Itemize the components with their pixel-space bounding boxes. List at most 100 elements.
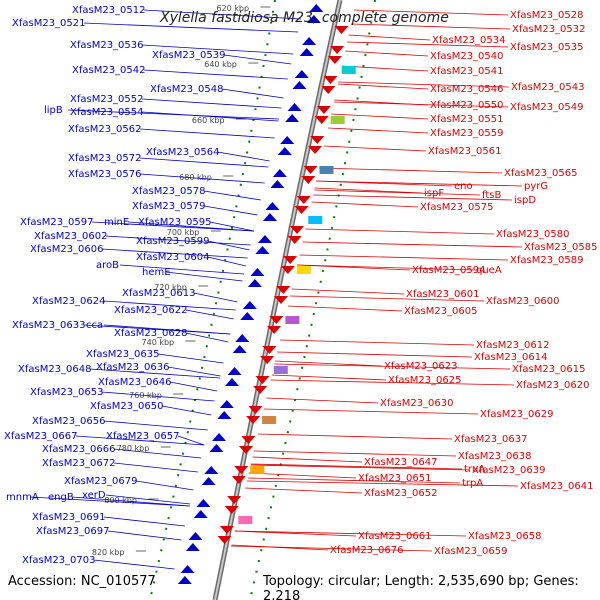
reverse-gene-label[interactable]: XfasM23_0532: [512, 24, 586, 35]
forward-gene-label[interactable]: XfasM23_0562: [68, 124, 142, 135]
reverse-gene-label[interactable]: XfasM23_0625: [388, 375, 462, 386]
reverse-gene-label[interactable]: XfasM23_0641: [520, 481, 594, 492]
forward-gene-label[interactable]: XfasM23_0542: [72, 65, 146, 76]
forward-gene-label[interactable]: cca: [86, 320, 103, 331]
reverse-gene-label[interactable]: XfasM23_0637: [454, 434, 528, 445]
reverse-gene-label[interactable]: XfasM23_0559: [430, 128, 504, 139]
reverse-gene-label[interactable]: XfasM23_0615: [512, 364, 586, 375]
forward-gene-label[interactable]: XfasM23_0576: [68, 169, 142, 180]
reverse-gene-label[interactable]: XfasM23_0676: [330, 545, 404, 556]
forward-gene-label[interactable]: XfasM23_0548: [150, 84, 224, 95]
reverse-gene-label[interactable]: XfasM23_0639: [472, 465, 546, 476]
forward-gene-label[interactable]: XfasM23_0648: [18, 364, 92, 375]
reverse-gene-label[interactable]: XfasM23_0638: [458, 451, 532, 462]
forward-gene-label[interactable]: XfasM23_0599: [136, 236, 210, 247]
forward-gene-label[interactable]: aroB: [96, 260, 119, 271]
reverse-gene-label[interactable]: pyrG: [524, 181, 548, 192]
forward-gene-label[interactable]: XfasM23_0703: [22, 555, 96, 566]
forward-gene-label[interactable]: XfasM23_0667: [4, 431, 78, 442]
forward-gene-label[interactable]: XfasM23_0666: [42, 444, 116, 455]
reverse-gene-label[interactable]: XfasM23_0600: [486, 296, 560, 307]
forward-gene-label[interactable]: minE: [104, 217, 129, 228]
reverse-gene-label[interactable]: XfasM23_0551: [430, 114, 504, 125]
reverse-gene-block: [250, 466, 265, 474]
reverse-gene-label[interactable]: XfasM23_0541: [430, 66, 504, 77]
forward-gene-label[interactable]: XfasM23_0604: [136, 252, 210, 263]
forward-gene-label[interactable]: XfasM23_0624: [32, 296, 106, 307]
reverse-gene-label[interactable]: XfasM23_0661: [358, 531, 432, 542]
forward-gene-label[interactable]: XfasM23_0646: [98, 377, 172, 388]
reverse-gene-label[interactable]: XfasM23_0550: [430, 100, 504, 111]
reverse-gene-label[interactable]: XfasM23_0630: [380, 398, 454, 409]
reverse-gene-label[interactable]: ispD: [514, 195, 536, 206]
reverse-gene-label[interactable]: XfasM23_0589: [510, 255, 584, 266]
forward-gene-label[interactable]: mnmA: [6, 492, 39, 503]
forward-gene-label[interactable]: XfasM23_0572: [68, 153, 142, 164]
forward-gene-label[interactable]: hemE: [142, 267, 171, 278]
forward-gene-label[interactable]: XfasM23_0635: [86, 349, 160, 360]
reverse-gene-label[interactable]: XfasM23_0540: [430, 51, 504, 62]
reverse-gene-block: [238, 516, 253, 524]
reverse-gene-label[interactable]: XfasM23_0594: [412, 265, 486, 276]
forward-gene-label[interactable]: XfasM23_0613: [122, 288, 196, 299]
reverse-gene-label[interactable]: XfasM23_0614: [474, 352, 548, 363]
reverse-gene-label[interactable]: XfasM23_0612: [476, 340, 550, 351]
reverse-gene-leader: [250, 463, 463, 470]
forward-gene-label[interactable]: XfasM23_0653: [30, 387, 104, 398]
forward-gene-label[interactable]: XfasM23_0521: [12, 18, 86, 29]
forward-gene-label[interactable]: engB: [48, 492, 74, 503]
forward-gene-label[interactable]: XfasM23_0691: [32, 512, 106, 523]
forward-gene-label[interactable]: XfasM23_0579: [132, 201, 206, 212]
reverse-gene-label[interactable]: XfasM23_0647: [364, 457, 438, 468]
reverse-gene-label[interactable]: eno: [454, 181, 473, 192]
forward-gene-label[interactable]: XfasM23_0633: [12, 320, 86, 331]
forward-gene-label[interactable]: XfasM23_0602: [34, 231, 108, 242]
reverse-gene-label[interactable]: XfasM23_0620: [516, 380, 590, 391]
reverse-gene-label[interactable]: XfasM23_0651: [358, 473, 432, 484]
reverse-gene-label[interactable]: XfasM23_0565: [504, 168, 578, 179]
reverse-gene-label[interactable]: XfasM23_0580: [496, 229, 570, 240]
reverse-gene-label[interactable]: XfasM23_0605: [404, 306, 478, 317]
forward-gene-label[interactable]: XfasM23_0606: [30, 244, 104, 255]
reverse-gene-label[interactable]: ispF: [424, 188, 444, 199]
forward-gene-label[interactable]: XfasM23_0536: [70, 40, 144, 51]
forward-gene-label[interactable]: XfasM23_0672: [42, 458, 116, 469]
reverse-gene-label[interactable]: ftsB: [482, 190, 501, 201]
reverse-gene-label[interactable]: XfasM23_0659: [434, 546, 508, 557]
reverse-gene-label[interactable]: XfasM23_0658: [468, 531, 542, 542]
forward-gene-label[interactable]: lipB: [44, 105, 63, 116]
forward-gene-label[interactable]: xerD: [82, 490, 106, 501]
forward-gene-label[interactable]: XfasM23_0650: [90, 401, 164, 412]
forward-gene-label[interactable]: XfasM23_0554: [70, 107, 144, 118]
reverse-gene-label[interactable]: XfasM23_0543: [511, 82, 585, 93]
forward-gene-label[interactable]: XfasM23_0657: [106, 431, 180, 442]
forward-gene-label[interactable]: XfasM23_0597: [20, 217, 94, 228]
reverse-gene-label[interactable]: XfasM23_0561: [428, 146, 502, 157]
forward-gene-label[interactable]: XfasM23_0656: [32, 416, 106, 427]
forward-gene-label[interactable]: XfasM23_0552: [70, 94, 144, 105]
reverse-gene-label[interactable]: truA: [464, 464, 485, 475]
forward-gene-label[interactable]: XfasM23_0512: [72, 5, 146, 16]
forward-gene-label[interactable]: XfasM23_0697: [36, 526, 110, 537]
reverse-gene-label[interactable]: XfasM23_0601: [406, 289, 480, 300]
reverse-gene-label[interactable]: XfasM23_0549: [510, 102, 584, 113]
forward-gene-label[interactable]: XfasM23_0578: [132, 186, 206, 197]
reverse-gene-label[interactable]: XfasM23_0528: [510, 10, 584, 21]
reverse-gene-label[interactable]: XfasM23_0546: [430, 84, 504, 95]
reverse-gene-label[interactable]: trpA: [462, 478, 483, 489]
reverse-gene-label[interactable]: XfasM23_0575: [420, 202, 494, 213]
forward-gene-label[interactable]: XfasM23_0636: [96, 362, 170, 373]
reverse-gene-label[interactable]: XfasM23_0535: [510, 42, 584, 53]
reverse-gene-label[interactable]: XfasM23_0585: [524, 242, 598, 253]
forward-gene-label[interactable]: XfasM23_0564: [146, 147, 220, 158]
reverse-gene-label[interactable]: XfasM23_0629: [480, 409, 554, 420]
forward-gene-label[interactable]: XfasM23_0679: [64, 476, 138, 487]
reverse-gene-label[interactable]: XfasM23_0652: [364, 488, 438, 499]
forward-gene-label[interactable]: XfasM23_0539: [152, 50, 226, 61]
forward-gene-label[interactable]: XfasM23_0595: [138, 217, 212, 228]
forward-gene-label[interactable]: XfasM23_0628: [114, 328, 188, 339]
reverse-gene-label[interactable]: queA: [476, 265, 502, 276]
forward-gene-label[interactable]: XfasM23_0622: [114, 305, 188, 316]
reverse-gene-label[interactable]: XfasM23_0623: [384, 361, 458, 372]
reverse-gene-label[interactable]: XfasM23_0534: [432, 35, 506, 46]
